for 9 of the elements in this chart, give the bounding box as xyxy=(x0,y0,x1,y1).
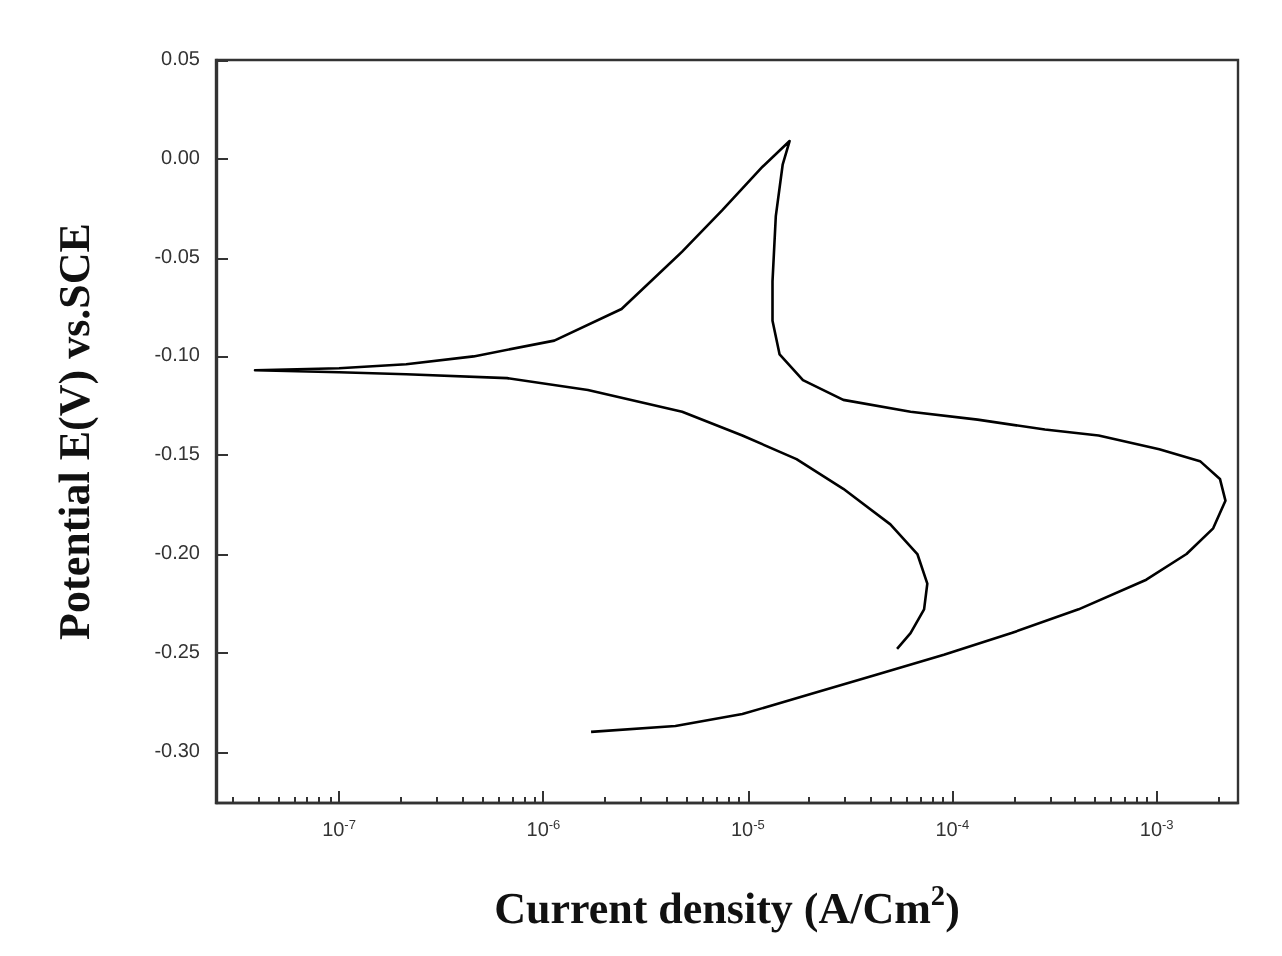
y-axis-title: Potential E(V) vs.SCE xyxy=(49,223,99,640)
y-tick-label: -0.30 xyxy=(154,740,201,763)
y-tick-label: -0.05 xyxy=(154,246,201,269)
y-tick-label: -0.25 xyxy=(154,641,201,664)
y-tick-label: 0.00 xyxy=(161,147,201,170)
y-tick-label: -0.10 xyxy=(154,345,201,368)
y-tick-label: 0.05 xyxy=(161,49,201,71)
y-tick-label: -0.15 xyxy=(154,444,201,467)
y-tick-label: -0.20 xyxy=(154,543,201,566)
